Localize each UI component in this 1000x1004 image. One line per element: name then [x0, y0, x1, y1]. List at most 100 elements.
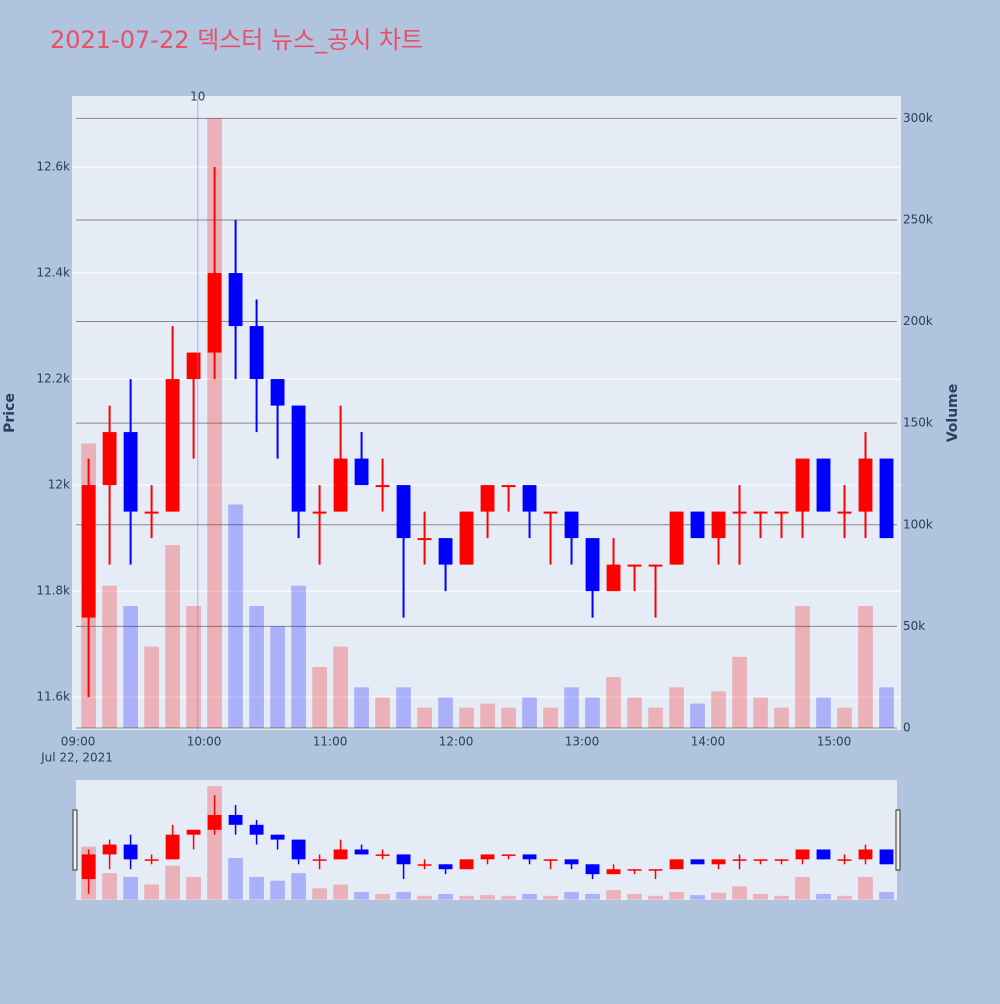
slider-candle-body — [396, 854, 411, 865]
volume-bar — [123, 606, 138, 728]
slider-candle-body — [564, 859, 579, 865]
slider-volume-bar — [102, 873, 117, 900]
candle-body — [879, 458, 894, 539]
x-tick-label: 09:00 — [61, 735, 96, 749]
slider-volume-bar — [438, 893, 453, 900]
candle-body — [270, 379, 285, 406]
slider-volume-bar — [606, 890, 621, 900]
slider-volume-bar — [501, 895, 516, 900]
slider-candle-body — [186, 829, 201, 835]
volume-bar — [522, 697, 537, 728]
slider-volume-bar — [291, 873, 306, 900]
slider-candle-body — [249, 824, 264, 835]
volume-bar — [774, 707, 789, 728]
candle-body — [753, 511, 768, 514]
slider-volume-bar — [270, 880, 285, 900]
slider-handle-left — [72, 809, 78, 871]
candle-body — [795, 458, 810, 512]
slider-volume-bar — [228, 858, 243, 900]
candle-body — [501, 485, 516, 488]
slider-volume-bar — [585, 893, 600, 900]
slider-candle-body — [144, 859, 159, 861]
volume-bar — [396, 687, 411, 728]
slider-candle-body — [270, 834, 285, 840]
slider-candle-body — [606, 869, 621, 875]
slider-volume-bar — [144, 884, 159, 900]
slider-candle-body — [501, 854, 516, 856]
volume-bar — [795, 606, 810, 728]
slider-volume-bar — [837, 895, 852, 900]
slider-candle-body — [648, 869, 663, 871]
y-tick-label: 11.6k — [36, 690, 70, 704]
slider-volume-bar — [522, 893, 537, 900]
candle-body — [438, 538, 453, 565]
candle-body — [459, 511, 474, 565]
x-tick-label: 13:00 — [565, 735, 600, 749]
slider-candle-body — [669, 859, 684, 870]
slider-volume-bar — [333, 884, 348, 900]
candle-body — [228, 273, 243, 327]
volume-bar — [207, 118, 222, 728]
slider-candle-body — [816, 849, 831, 860]
volume-bar — [438, 697, 453, 728]
slider-volume-bar — [186, 876, 201, 900]
volume-bar — [249, 606, 264, 728]
candle-body — [81, 485, 96, 618]
slider-candle-body — [858, 849, 873, 860]
slider-candle-body — [837, 859, 852, 861]
slider-volume-bar — [753, 893, 768, 900]
candle-body — [690, 511, 705, 539]
candle-body — [291, 405, 306, 512]
candle-body — [816, 458, 831, 512]
x-tick-label: 10:00 — [187, 735, 222, 749]
slider-volume-bar — [312, 888, 327, 900]
candle-body — [375, 485, 390, 488]
volume-bar — [606, 677, 621, 728]
slider-candle-body — [690, 859, 705, 865]
slider-candle-body — [543, 859, 558, 861]
slider-volume-bar — [165, 865, 180, 900]
volume-bar — [879, 687, 894, 728]
candle-body — [249, 326, 264, 380]
slider-candle-body — [774, 859, 789, 861]
candle-body — [165, 379, 180, 512]
plot-area — [72, 96, 901, 730]
volume-bar — [858, 606, 873, 728]
slider-volume-bar — [690, 895, 705, 900]
slider-volume-bar — [375, 893, 390, 900]
slider-volume-bar — [774, 895, 789, 900]
candle-body — [354, 458, 369, 486]
y2-tick-label: 0 — [903, 720, 911, 734]
volume-bar — [690, 703, 705, 728]
candle-body — [417, 538, 432, 541]
volume-bar — [333, 646, 348, 728]
slider-volume-bar — [543, 895, 558, 900]
volume-bar — [711, 691, 726, 728]
slider-candle-body — [459, 859, 474, 870]
slider-volume-bar — [816, 893, 831, 900]
candle-body — [606, 564, 621, 592]
slider-volume-bar — [396, 892, 411, 900]
candle-body — [123, 432, 138, 512]
slider-candle-body — [879, 849, 894, 865]
slider-candle-body — [123, 844, 138, 860]
slider-candle-body — [627, 869, 642, 871]
slider-volume-bar — [648, 895, 663, 900]
volume-bar — [144, 646, 159, 728]
volume-bar — [816, 697, 831, 728]
y2-tick-label: 100k — [903, 517, 933, 531]
y-tick-label: 12k — [48, 478, 70, 492]
volume-bar — [228, 504, 243, 728]
slider-candle-body — [795, 849, 810, 860]
candle-body — [480, 485, 495, 512]
x-tick-label: 15:00 — [817, 735, 852, 749]
volume-bar — [669, 687, 684, 728]
volume-bar — [459, 707, 474, 728]
x-tick-label: 12:00 — [439, 735, 474, 749]
slider-volume-bar — [669, 892, 684, 900]
range-slider[interactable] — [76, 780, 897, 900]
candle-body — [669, 511, 684, 565]
candle-body — [648, 564, 663, 567]
y-tick-label: 12.6k — [36, 160, 70, 174]
